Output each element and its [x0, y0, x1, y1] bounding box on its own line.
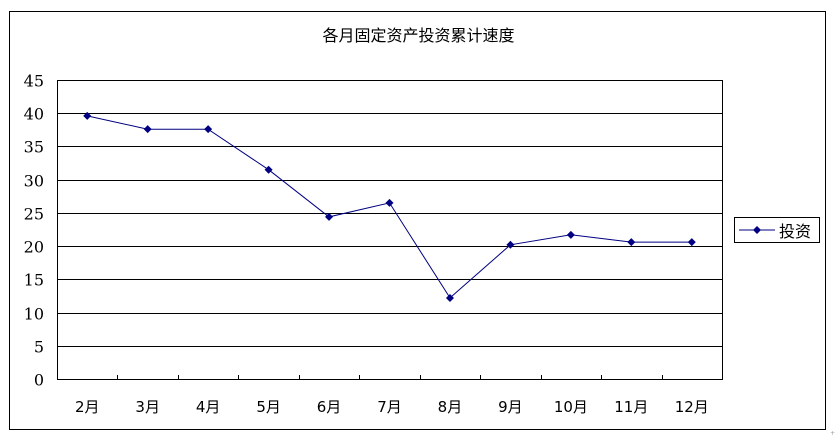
- legend: 投资: [734, 217, 820, 243]
- x-tick-label: 2月: [75, 398, 100, 416]
- x-tick-label: 5月: [256, 398, 281, 416]
- x-tick-label: 7月: [377, 398, 402, 416]
- data-point-diamond-icon: [143, 125, 152, 134]
- x-tick-label: 12月: [675, 398, 709, 416]
- data-point-diamond-icon: [566, 230, 575, 239]
- data-point-diamond-icon: [506, 240, 515, 249]
- resize-handle-icon: +: [830, 430, 836, 437]
- x-tick-label: 9月: [498, 398, 523, 416]
- x-tick-label: 8月: [438, 398, 463, 416]
- y-tick-label: 5: [34, 338, 44, 357]
- y-tick-label: 15: [24, 271, 44, 290]
- x-tick-label: 4月: [196, 398, 221, 416]
- y-tick-label: 40: [24, 105, 44, 124]
- data-point-diamond-icon: [385, 198, 394, 207]
- y-tick-label: 20: [24, 238, 44, 257]
- data-point-diamond-icon: [264, 165, 273, 174]
- y-tick-label: 0: [34, 371, 44, 390]
- y-tick-label: 10: [24, 305, 44, 324]
- y-tick-label: 30: [24, 172, 44, 191]
- data-point-diamond-icon: [687, 238, 696, 247]
- data-point-diamond-icon: [204, 125, 213, 134]
- x-tick-label: 6月: [317, 398, 342, 416]
- data-point-diamond-icon: [325, 212, 334, 221]
- x-tick-label: 11月: [614, 398, 648, 416]
- x-tick-label: 3月: [135, 398, 160, 416]
- legend-line-diamond-icon: [739, 226, 775, 234]
- y-tick-label: 35: [24, 138, 44, 157]
- chart-title: 各月固定资产投资累计速度: [322, 26, 515, 45]
- data-point-diamond-icon: [445, 293, 454, 302]
- data-point-diamond-icon: [627, 238, 636, 247]
- x-tick-label: 10月: [554, 398, 588, 416]
- y-tick-label: 45: [24, 72, 44, 91]
- legend-label: 投资: [779, 222, 812, 241]
- data-point-diamond-icon: [83, 111, 92, 120]
- y-tick-label: 25: [24, 205, 44, 224]
